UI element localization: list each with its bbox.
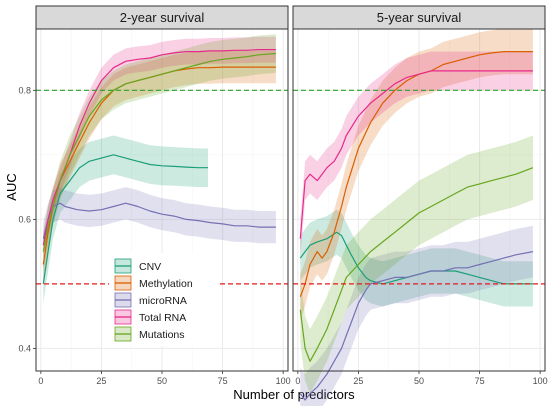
- y-tick-label: 0.4: [18, 343, 31, 353]
- series-line: [42, 202, 276, 239]
- series-band: [43, 50, 276, 281]
- legend: CNV Methylation microRNA Total RNA Mutations: [109, 253, 217, 346]
- x-tick-label: 100: [276, 376, 291, 386]
- series-line: [42, 52, 276, 252]
- legend-label: Methylation: [139, 278, 193, 290]
- x-tick-label: 25: [96, 376, 106, 386]
- series-band: [300, 209, 533, 307]
- legend-label: CNV: [139, 261, 161, 273]
- x-tick-label: 75: [475, 376, 485, 386]
- x-axis-title: Number of predictors: [233, 387, 355, 402]
- series-band: [300, 51, 533, 259]
- plot-area: [293, 29, 545, 406]
- x-tick-label: 50: [157, 376, 167, 386]
- panel-title: 5-year survival: [377, 10, 462, 25]
- series-line: [42, 154, 208, 284]
- series-line: [299, 167, 534, 362]
- legend-label: Mutations: [139, 329, 185, 341]
- series-line: [299, 251, 534, 401]
- x-tick-label: 50: [414, 376, 424, 386]
- x-tick-label: 100: [533, 376, 548, 386]
- y-tick-label: 0.6: [18, 214, 31, 224]
- series-band: [300, 29, 533, 320]
- series-band: [43, 135, 208, 304]
- x-tick-label: 25: [353, 376, 363, 386]
- x-axis: 0 25 50 75 100 0 25 50 75 100: [38, 371, 548, 386]
- y-axis: 0.4 0.6 0.8: [18, 85, 36, 353]
- legend-label: Total RNA: [139, 312, 186, 324]
- series-line: [299, 70, 533, 239]
- y-axis-title: AUC: [4, 173, 19, 200]
- panel-title: 2-year survival: [120, 10, 205, 25]
- series-band: [43, 187, 276, 255]
- legend-label: microRNA: [139, 295, 187, 307]
- series-band: [300, 225, 533, 406]
- series-band: [43, 36, 276, 259]
- x-tick-label: 0: [38, 376, 43, 386]
- x-tick-label: 0: [295, 376, 300, 386]
- panel-5-year-survival: 5-year survival: [292, 5, 546, 406]
- y-tick-label: 0.8: [18, 85, 31, 95]
- series-line: [299, 50, 533, 298]
- series-band: [300, 135, 533, 394]
- x-tick-label: 75: [218, 376, 228, 386]
- series-band: [43, 34, 276, 272]
